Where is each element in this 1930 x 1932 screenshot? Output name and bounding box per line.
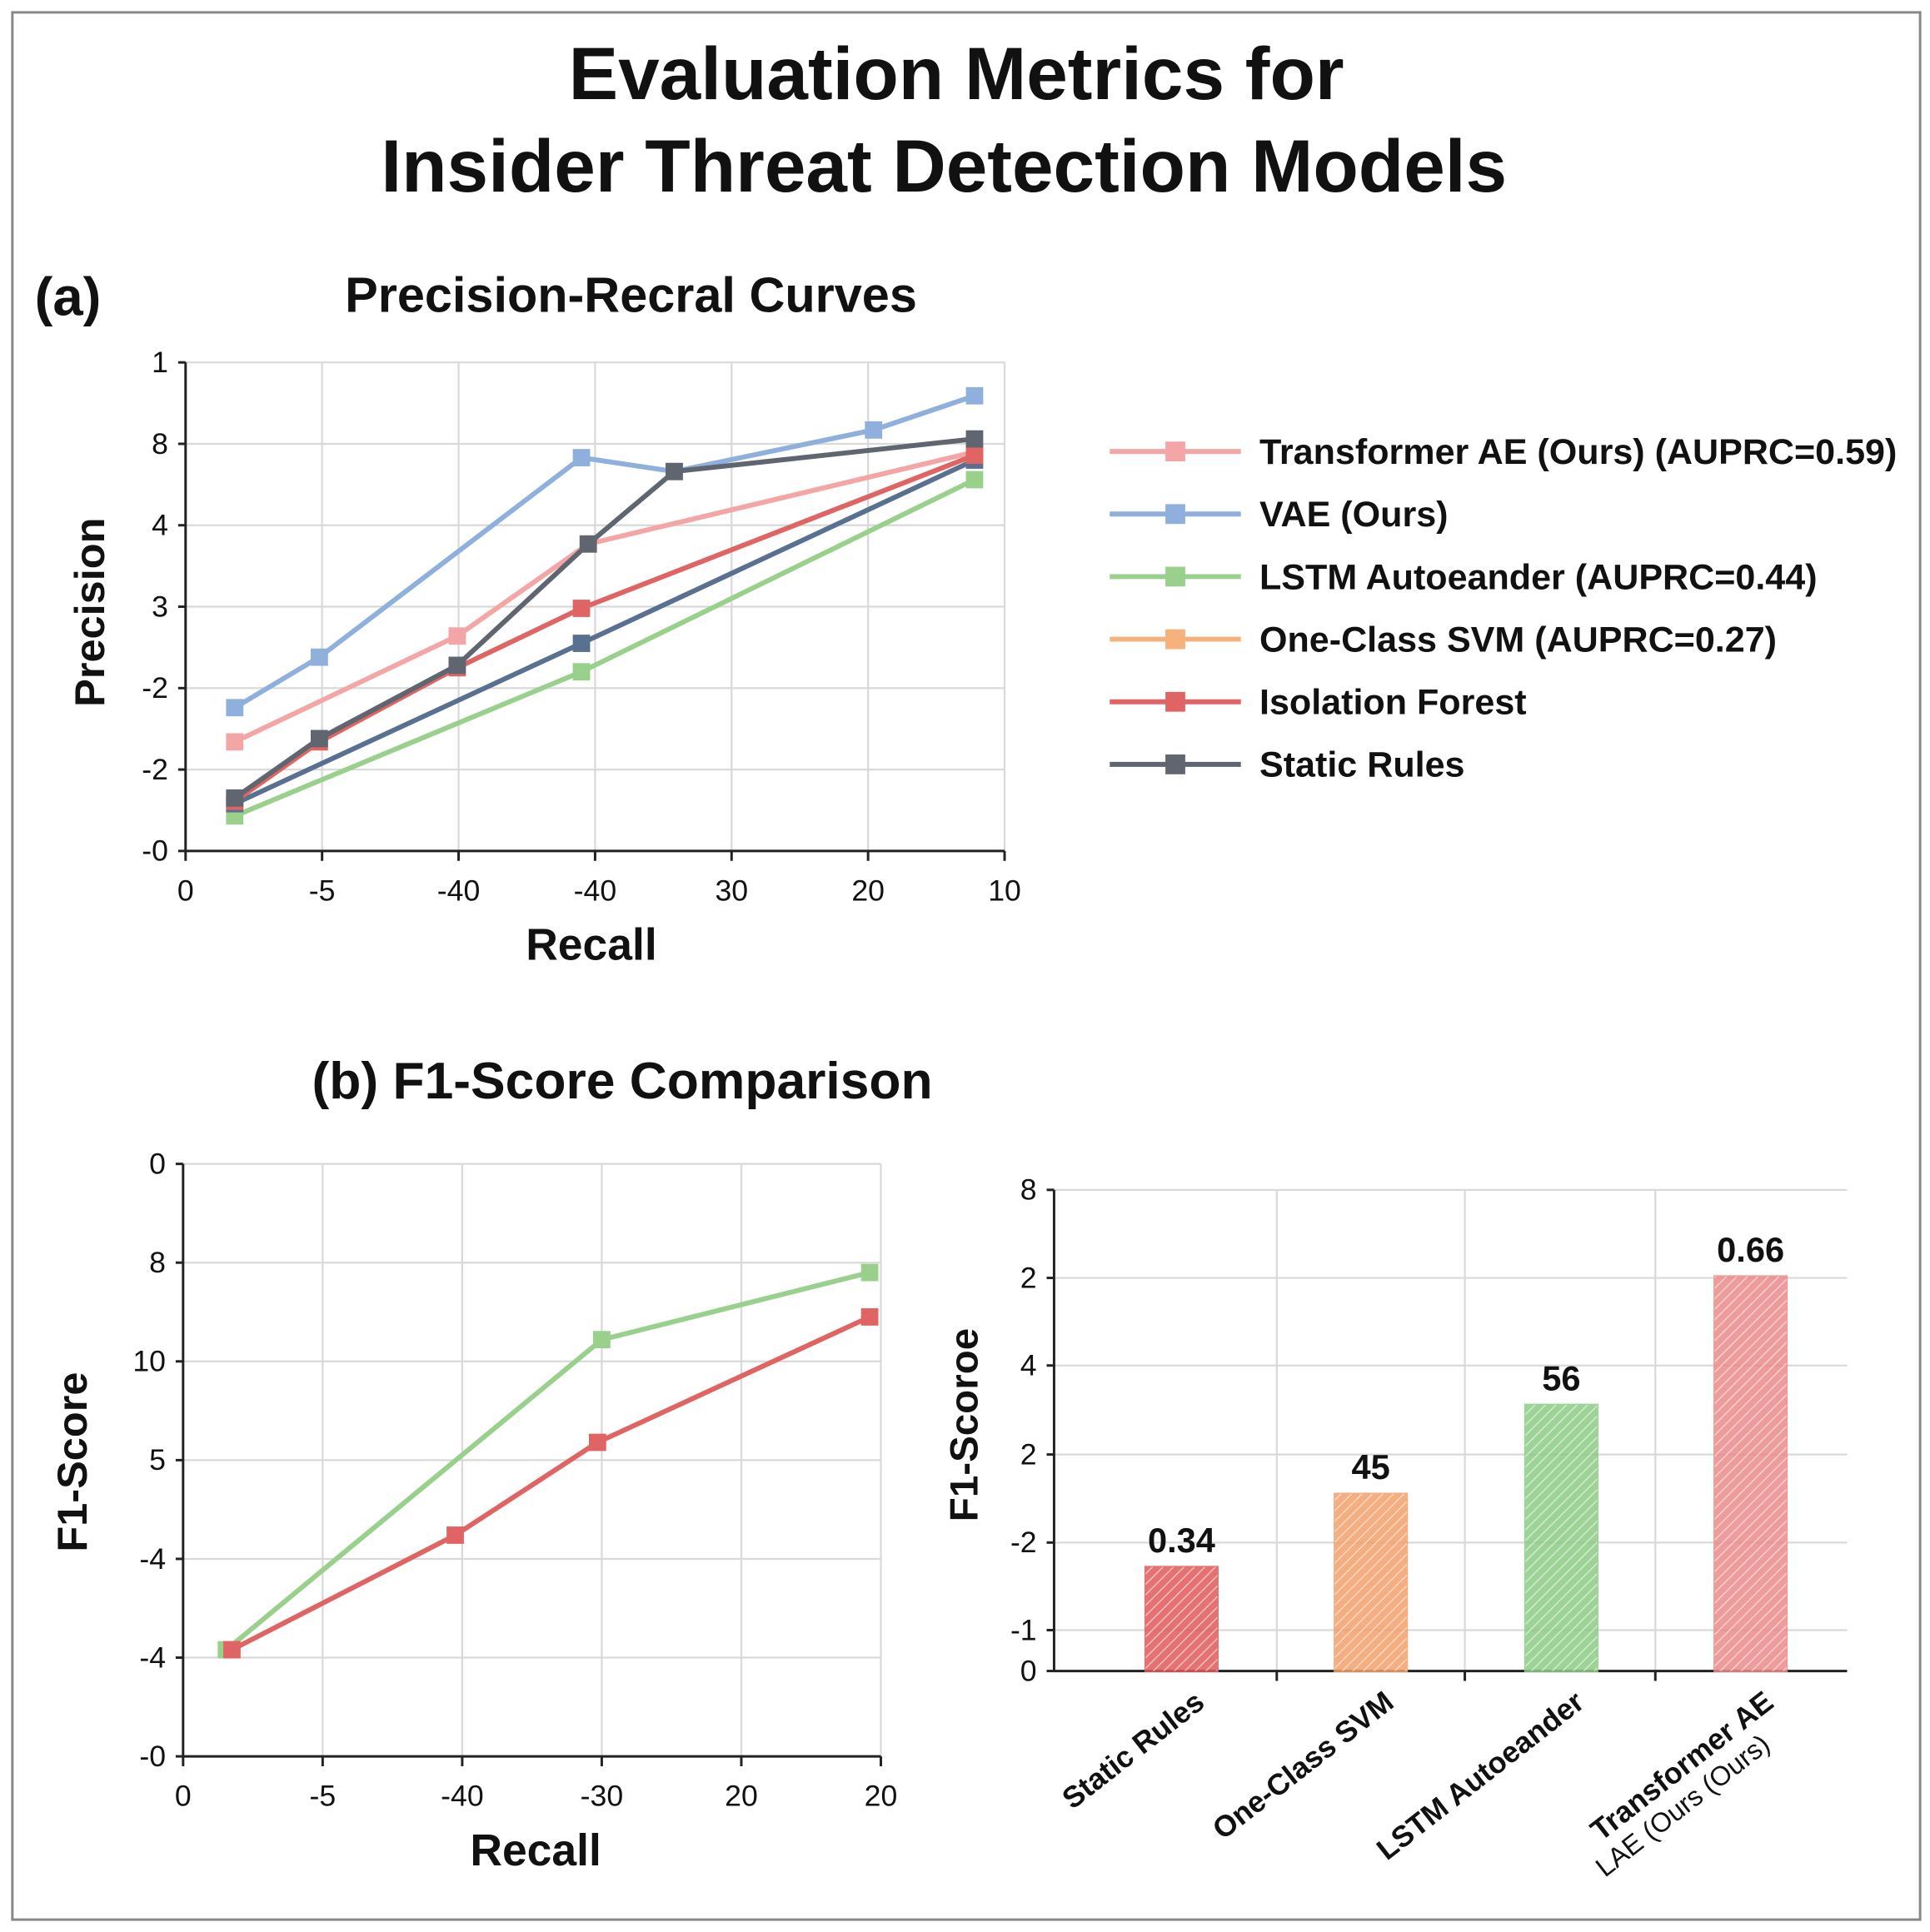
panel-a-label: (a): [35, 266, 102, 327]
chart-a-ylabel: Precision: [66, 518, 113, 707]
y-tick-label: 1: [152, 346, 168, 379]
data-point-3: [572, 635, 591, 652]
data-point-5: [666, 462, 683, 481]
x-tick-label: 0: [175, 1780, 192, 1813]
data-point-0: [865, 421, 883, 439]
bar-hatch: [1525, 1405, 1598, 1671]
data-point-0: [593, 1331, 611, 1349]
y-tick-label: -4: [139, 1641, 166, 1674]
y-tick-label: -1: [1010, 1613, 1037, 1646]
data-point-1: [448, 627, 466, 645]
data-point-4: [965, 446, 984, 465]
x-tick-label: 20: [851, 874, 885, 907]
legend-label: LSTM Autoeander (AUPRC=0.44): [1259, 557, 1818, 597]
x-tick-label: 30: [715, 874, 748, 907]
legend-marker: [1165, 629, 1185, 650]
legend-label: One-Class SVM (AUPRC=0.27): [1259, 620, 1777, 660]
bar-value-label: 0.66: [1717, 1230, 1784, 1269]
y-tick-label: 10: [132, 1345, 166, 1378]
x-tick-label: 20: [725, 1780, 758, 1813]
x-tick-label: -5: [310, 1780, 337, 1813]
chart-a-title: Precision-Recral Curves: [345, 266, 917, 322]
data-point-4: [572, 600, 591, 617]
data-point-1: [226, 733, 244, 751]
y-tick-label: 5: [149, 1443, 166, 1476]
data-point-5: [448, 656, 466, 675]
chart-a-xlabel: Recall: [526, 921, 656, 970]
bar-value-label: 56: [1542, 1358, 1580, 1397]
legend-label: VAE (Ours): [1259, 495, 1448, 535]
data-point-1: [223, 1641, 241, 1659]
data-point-0: [226, 699, 244, 717]
y-tick-label: 3: [152, 590, 168, 623]
y-tick-label: 0: [149, 1148, 166, 1181]
data-point-2: [572, 663, 591, 681]
x-tick-label: -40: [437, 874, 480, 907]
series-line-1: [233, 449, 975, 744]
data-point-0: [572, 449, 591, 466]
legend-label: Static Rules: [1259, 745, 1464, 785]
x-tick-label: 20: [865, 1780, 898, 1813]
y-tick-label: 4: [152, 509, 168, 542]
y-tick-label: -0: [142, 834, 168, 868]
data-point-5: [579, 535, 597, 553]
chart-b-xlabel: Recall: [470, 1826, 601, 1875]
x-tick-label: -5: [309, 874, 336, 907]
figure-title-line2: Insider Threat Detection Models: [381, 124, 1507, 207]
chart-b-ylabel: F1-Score: [48, 1372, 96, 1552]
y-tick-label: 4: [1020, 1349, 1037, 1382]
legend-marker: [1165, 691, 1185, 712]
y-tick-label: -2: [142, 753, 168, 786]
bar-hatch: [1714, 1276, 1787, 1671]
legend-marker: [1165, 441, 1185, 462]
bar-hatch: [1145, 1566, 1218, 1671]
chart-a: 0 -5 -40 -40 30 20 10 -0 -2 -2 3 4 8 1: [142, 346, 1021, 907]
data-point-0: [310, 648, 328, 666]
x-tick-label: -30: [581, 1780, 623, 1813]
legend-label: Isolation Forest: [1259, 683, 1527, 723]
series-line-1: [231, 1314, 871, 1652]
data-point-1: [446, 1526, 464, 1544]
y-tick-label: -2: [142, 671, 168, 705]
y-tick-label: 2: [1020, 1261, 1037, 1294]
data-point-0: [965, 386, 984, 405]
legend-marker: [1165, 754, 1185, 774]
bar-chart-ylabel: F1-Scoroe: [942, 1328, 986, 1521]
bar-value-label: 45: [1352, 1447, 1390, 1486]
y-tick-label: 8: [149, 1246, 166, 1279]
chart-b-title: (b) F1-Score Comparison: [312, 1053, 933, 1110]
data-point-1: [589, 1433, 606, 1451]
x-tick-label: -40: [441, 1780, 483, 1813]
bar-hatch: [1334, 1493, 1407, 1671]
x-tick-label: 10: [988, 874, 1021, 907]
figure-title-line1: Evaluation Metrics for: [569, 32, 1344, 115]
data-point-5: [965, 430, 984, 448]
y-tick-label: -4: [139, 1542, 166, 1576]
y-tick-label: 2: [1020, 1437, 1037, 1471]
data-point-2: [965, 471, 984, 489]
chart-a-legend: Transformer AE (Ours) (AUPRC=0.59) VAE (O…: [1110, 432, 1897, 785]
bar-value-label: 0.34: [1148, 1521, 1215, 1560]
y-tick-label: 8: [152, 427, 168, 461]
legend-marker: [1165, 504, 1185, 525]
data-point-5: [310, 729, 328, 748]
data-point-1: [860, 1308, 879, 1326]
series-line-5: [233, 436, 975, 800]
y-tick-label: 0: [1020, 1654, 1037, 1687]
data-point-0: [860, 1263, 879, 1282]
series-line-0: [233, 393, 975, 710]
y-tick-label: -0: [139, 1740, 166, 1773]
y-tick-label: 8: [1020, 1173, 1037, 1207]
legend-marker: [1165, 566, 1185, 587]
chart-b-line: 0 -5 -40 -30 20 20 -0 -4 -4 5 10 8 0: [132, 1148, 897, 1813]
y-tick-label: -2: [1010, 1526, 1037, 1559]
x-tick-label: 0: [177, 874, 194, 907]
legend-label: Transformer AE (Ours) (AUPRC=0.59): [1259, 432, 1897, 472]
frame: [11, 11, 1922, 1921]
x-tick-label: -40: [574, 874, 616, 907]
data-point-5: [226, 789, 244, 807]
